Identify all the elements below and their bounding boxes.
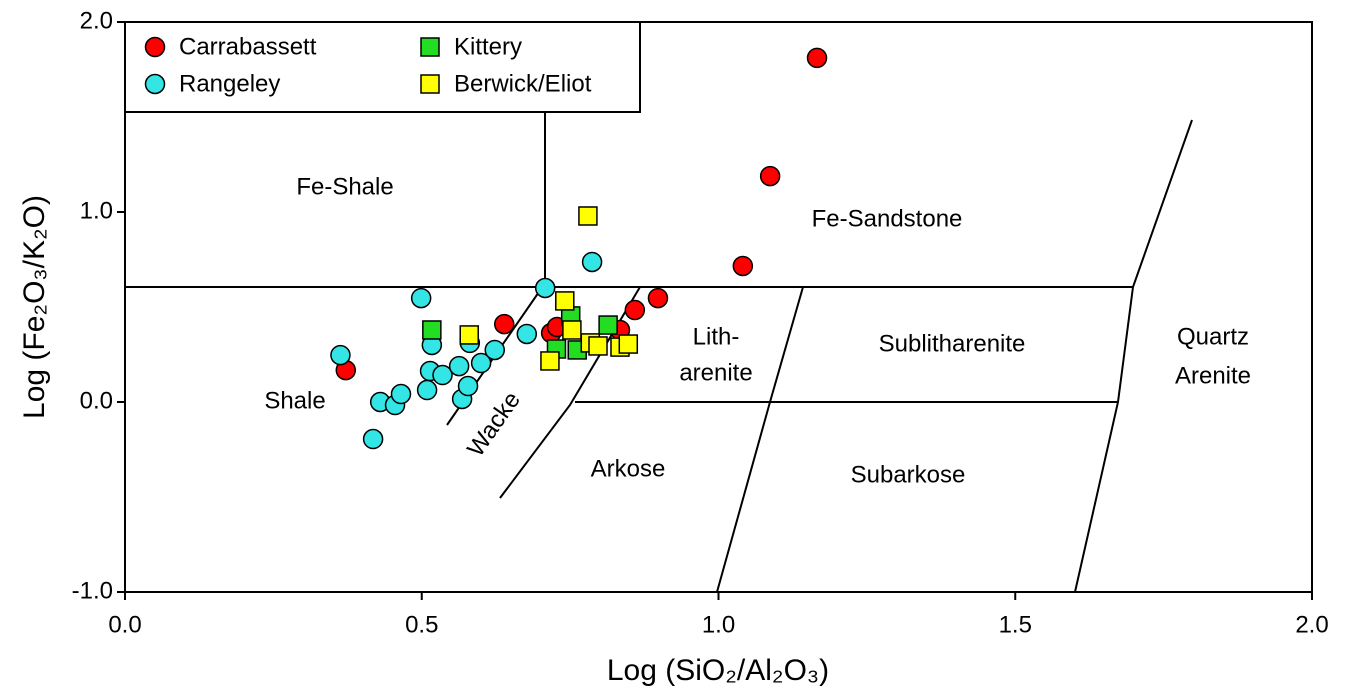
y-axis-title: Log (Fe₂O₃/K₂O): [18, 195, 51, 419]
x-tick-label: 1.5: [999, 611, 1032, 638]
point: [432, 364, 453, 386]
region-label: Lith-: [693, 323, 740, 350]
x-axis-title: Log (SiO₂/Al₂O₃): [607, 654, 829, 687]
point: [390, 383, 412, 405]
legend: Carrabassett Rangeley Kittery Berwick/Eliot: [124, 21, 641, 113]
point: [806, 47, 828, 69]
y-tick-label: 1.0: [80, 197, 113, 224]
legend-label: Berwick/Eliot: [454, 70, 592, 97]
point: [647, 287, 669, 309]
legend-label: Rangeley: [179, 70, 280, 97]
legend-marker: [144, 73, 166, 95]
legend-marker: [420, 74, 440, 94]
legend-label: Kittery: [454, 33, 522, 60]
y-tick-label: -1.0: [72, 577, 113, 604]
region-label: Subarkose: [851, 461, 966, 488]
region-label: Shale: [264, 387, 325, 414]
legend-marker: [420, 37, 440, 57]
region-label: Fe-Sandstone: [812, 205, 963, 232]
point: [470, 352, 492, 374]
point: [562, 320, 582, 340]
x-tick-label: 1.0: [702, 611, 735, 638]
x-tick-label: 0.0: [108, 611, 141, 638]
point: [732, 255, 754, 277]
point: [624, 299, 646, 321]
region-label: Arenite: [1175, 362, 1251, 389]
legend-box: [124, 21, 641, 113]
point: [448, 355, 470, 377]
point: [516, 323, 538, 345]
point: [330, 344, 351, 366]
region-label: Arkose: [591, 455, 666, 482]
boundary: [716, 286, 804, 593]
region-label: arenite: [679, 359, 752, 386]
point: [581, 251, 603, 273]
point: [457, 375, 479, 397]
point: [588, 336, 608, 356]
point: [422, 320, 442, 340]
point: [555, 291, 575, 311]
legend-label: Carrabassett: [179, 33, 317, 60]
field-boundaries: [125, 111, 1193, 593]
point: [493, 313, 515, 335]
point: [416, 379, 438, 401]
point: [598, 315, 618, 335]
point: [362, 428, 384, 450]
legend-marker: [144, 36, 166, 58]
boundary: [1074, 119, 1193, 593]
x-tick-label: 2.0: [1295, 611, 1328, 638]
y-tick-label: 0.0: [80, 387, 113, 414]
point: [410, 287, 432, 309]
y-tick-label: 2.0: [80, 7, 113, 34]
region-label: Sublitharenite: [879, 330, 1026, 357]
point: [534, 277, 556, 299]
region-label: Quartz: [1177, 323, 1249, 350]
point: [540, 351, 560, 371]
point: [618, 334, 639, 354]
point: [578, 206, 598, 226]
point: [459, 325, 479, 345]
x-tick-label: 0.5: [405, 611, 438, 638]
point: [759, 165, 781, 187]
point: [484, 339, 506, 361]
region-label: Fe-Shale: [296, 173, 393, 200]
